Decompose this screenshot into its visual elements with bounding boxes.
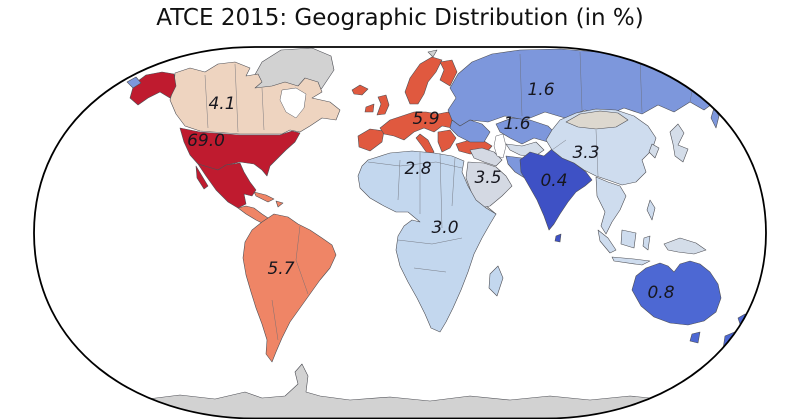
borneo bbox=[620, 229, 637, 249]
region-usa bbox=[129, 71, 301, 209]
south-america bbox=[242, 213, 337, 363]
scandinavia bbox=[404, 56, 443, 105]
caspian-sea bbox=[493, 133, 507, 159]
chukotka-fragment bbox=[126, 76, 142, 89]
arabia bbox=[465, 161, 513, 209]
japan bbox=[669, 123, 689, 163]
value-label-sub-saharan-africa: 3.0 bbox=[431, 218, 458, 238]
great-britain bbox=[376, 94, 390, 116]
value-label-usa: 69.0 bbox=[187, 131, 225, 151]
region-africa bbox=[357, 150, 504, 333]
finland bbox=[439, 59, 458, 87]
cuba bbox=[253, 191, 275, 203]
korea bbox=[648, 143, 660, 159]
sakhalin bbox=[710, 107, 720, 129]
value-label-middle-east: 3.5 bbox=[474, 168, 501, 188]
sulawesi bbox=[642, 235, 651, 251]
philippines bbox=[646, 199, 656, 221]
value-label-latin-america: 5.7 bbox=[267, 259, 294, 279]
hudson-bay bbox=[279, 87, 307, 119]
ireland bbox=[364, 103, 375, 113]
value-label-russia: 1.6 bbox=[527, 80, 554, 100]
value-label-central-asia: 1.6 bbox=[503, 114, 530, 134]
region-mongolia bbox=[565, 110, 629, 130]
levant-iraq bbox=[469, 147, 503, 167]
region-middle-east bbox=[465, 147, 513, 209]
region-latin-america bbox=[237, 191, 337, 363]
java bbox=[611, 256, 651, 266]
australia-mainland bbox=[631, 260, 722, 326]
alaska bbox=[129, 71, 177, 106]
country-borders bbox=[204, 51, 697, 341]
sri-lanka bbox=[554, 233, 562, 243]
value-label-india: 0.4 bbox=[540, 171, 567, 191]
iberia bbox=[357, 128, 385, 152]
new-guinea bbox=[663, 237, 707, 255]
madagascar bbox=[488, 265, 504, 297]
region-europe bbox=[351, 56, 493, 157]
tasmania bbox=[689, 331, 701, 344]
baja bbox=[195, 165, 209, 190]
indochina bbox=[595, 176, 627, 235]
svalbard-island bbox=[427, 49, 438, 58]
value-label-canada: 4.1 bbox=[208, 94, 235, 114]
value-labels: 4.1 69.0 5.7 5.9 1.6 1.6 3.3 0.4 3.5 2.8… bbox=[187, 80, 675, 303]
value-label-europe: 5.9 bbox=[412, 109, 439, 129]
region-china bbox=[545, 108, 657, 266]
ukraine-belarus bbox=[449, 119, 491, 143]
value-label-australia: 0.8 bbox=[647, 283, 674, 303]
figure-title: ATCE 2015: Geographic Distribution (in %… bbox=[156, 5, 644, 31]
mexico bbox=[197, 162, 257, 209]
region-east-pale bbox=[648, 123, 707, 255]
sumatra bbox=[597, 229, 617, 254]
value-label-china: 3.3 bbox=[572, 143, 599, 163]
balkans bbox=[437, 129, 457, 153]
value-label-north-africa: 2.8 bbox=[404, 159, 431, 179]
hispaniola bbox=[275, 200, 284, 208]
africa-mainland bbox=[357, 150, 497, 333]
iceland bbox=[351, 84, 369, 96]
